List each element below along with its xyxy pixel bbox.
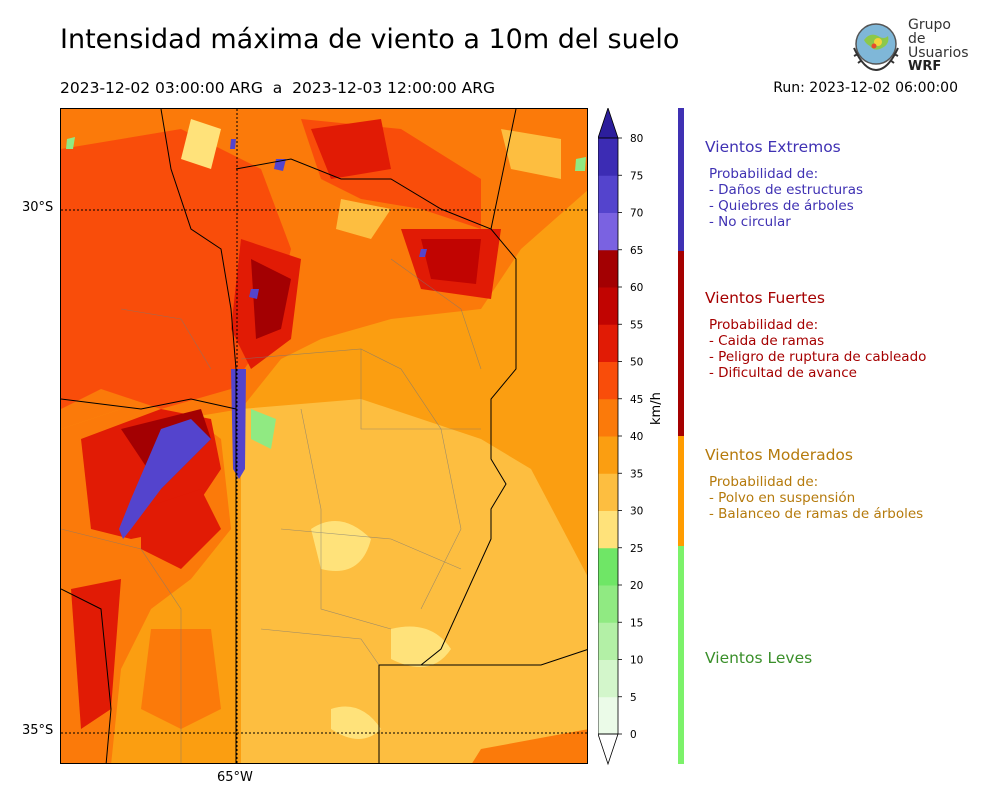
- category-title: Vientos Fuertes: [705, 289, 825, 307]
- logo-line-3: WRF: [908, 59, 942, 74]
- colorbar-tick-label: 55: [630, 319, 643, 331]
- category-line: - Peligro de ruptura de cableado: [709, 349, 927, 365]
- colorbar-band: [598, 436, 618, 474]
- colorbar-tick-label: 35: [630, 468, 643, 480]
- category-line: - Daños de estructuras: [709, 182, 864, 198]
- colorbar-band: [598, 324, 618, 362]
- colorbar-band: [598, 473, 618, 511]
- colorbar-band: [598, 547, 618, 586]
- logo-line-2: Usuarios: [908, 45, 969, 61]
- category-title: Vientos Leves: [705, 649, 813, 667]
- colorbar-band: [598, 175, 618, 213]
- run-time: Run: 2023-12-02 06:00:00: [773, 80, 958, 96]
- colorbar-band: [598, 249, 618, 288]
- colorbar-tick-label: 5: [630, 692, 637, 704]
- colorbar-tick-label: 60: [630, 282, 643, 294]
- wind-field: [61, 109, 587, 763]
- colorbar-band: [598, 138, 618, 176]
- colorbar-band: [598, 212, 618, 251]
- colorbar-tick-label: 45: [630, 394, 643, 406]
- category-fuertes: Vientos Fuertes Probabilidad de: - Caida…: [705, 289, 975, 381]
- category-title: Vientos Extremos: [705, 138, 841, 156]
- colorbar-tick-label: 65: [630, 245, 643, 257]
- category-line: Probabilidad de:: [709, 317, 819, 333]
- category-line: - Quiebres de árboles: [709, 198, 854, 214]
- colorbar-tick-label: 0: [630, 729, 637, 741]
- colorbar-scale: 0 5 10 15 20 25 30 35 40 45 50 55 60 65 70 75 80: [597, 106, 643, 766]
- colorbar-band: [598, 659, 618, 698]
- colorbar-band: [598, 696, 618, 735]
- globe-icon: [853, 23, 899, 72]
- category-bar-fuertes: [678, 251, 684, 436]
- category-bar-leves: [678, 546, 684, 764]
- category-line: Probabilidad de:: [709, 474, 819, 490]
- map-title: Intensidad máxima de viento a 10m del su…: [60, 24, 680, 55]
- colorbar: 0 5 10 15 20 25 30 35 40 45 50 55 60 65 70 75 80: [597, 106, 668, 768]
- colorbar-tick-label: 20: [630, 580, 643, 592]
- forecast-period: 2023-12-02 03:00:00 ARG a 2023-12-03 12:…: [60, 79, 496, 97]
- wind-map: [60, 108, 588, 764]
- colorbar-band: [598, 361, 618, 400]
- colorbar-band: [598, 287, 618, 325]
- category-line: - Dificultad de avance: [709, 365, 857, 381]
- lon-label-65w: 65°W: [217, 770, 253, 785]
- colorbar-tick-label: 30: [630, 506, 643, 518]
- lat-label-35s: 35°S: [22, 723, 54, 738]
- colorbar-band: [598, 510, 618, 549]
- category-line: - No circular: [709, 214, 791, 230]
- category-bar-moderados: [678, 436, 684, 546]
- logo-line-1: Grupo de: [908, 17, 951, 47]
- category-extremos: Vientos Extremos Probabilidad de: - Daño…: [705, 138, 975, 230]
- colorbar-band: [598, 585, 618, 623]
- colorbar-tick-label: 40: [630, 431, 643, 443]
- category-line: - Polvo en suspensión: [709, 490, 856, 506]
- category-line: - Balanceo de ramas de árboles: [709, 506, 924, 522]
- colorbar-tick-label: 75: [630, 170, 643, 182]
- colorbar-tick-label: 50: [630, 357, 643, 369]
- colorbar-band: [598, 398, 618, 437]
- colorbar-tick-label: 10: [630, 655, 643, 667]
- colorbar-extend-top: [597, 106, 619, 139]
- category-moderados: Vientos Moderados Probabilidad de: - Pol…: [705, 446, 975, 522]
- category-line: Probabilidad de:: [709, 166, 819, 182]
- colorbar-extend-bottom: [597, 733, 619, 766]
- colorbar-unit: km/h: [649, 392, 664, 425]
- category-leves: Vientos Leves: [705, 649, 975, 677]
- lat-label-30s: 30°S: [22, 200, 54, 215]
- colorbar-tick-label: 70: [630, 208, 643, 220]
- grupo-wrf-logo: Grupo de Usuarios WRF: [848, 17, 969, 74]
- category-title: Vientos Moderados: [705, 446, 853, 464]
- colorbar-band: [598, 622, 618, 660]
- category-bar-extremos: [678, 108, 684, 251]
- category-line: - Caida de ramas: [709, 333, 825, 349]
- colorbar-tick-label: 80: [630, 133, 643, 145]
- colorbar-tick-label: 25: [630, 543, 643, 555]
- colorbar-tick-label: 15: [630, 617, 643, 629]
